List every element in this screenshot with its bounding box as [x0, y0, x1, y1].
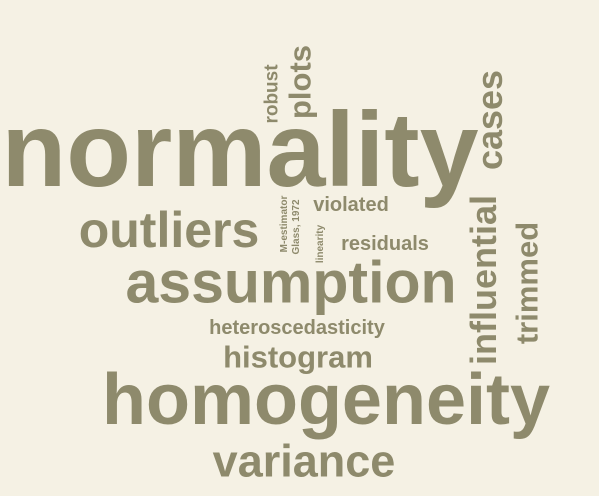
word-normality: normality: [1, 91, 479, 209]
word-trimmed: trimmed: [509, 221, 545, 345]
word-variance: variance: [212, 435, 396, 487]
word-plots: plots: [282, 44, 318, 120]
word-outliers: outliers: [78, 202, 260, 258]
word-violated: violated: [313, 194, 389, 216]
word-histogram: histogram: [223, 339, 373, 375]
word-heteroscedasticity: heteroscedasticity: [209, 317, 385, 339]
word-homogeneity: homogeneity: [101, 360, 551, 440]
word-influential: influential: [463, 195, 504, 365]
word-linearity: linearity: [315, 224, 326, 264]
word-robust: robust: [261, 64, 283, 124]
word-glass-1972: Glass, 1972: [291, 199, 302, 255]
word-assumption: assumption: [125, 249, 457, 316]
word-m-estimator: M-estimator: [279, 195, 290, 253]
word-cases: cases: [469, 69, 510, 171]
word-residuals: residuals: [341, 233, 429, 255]
